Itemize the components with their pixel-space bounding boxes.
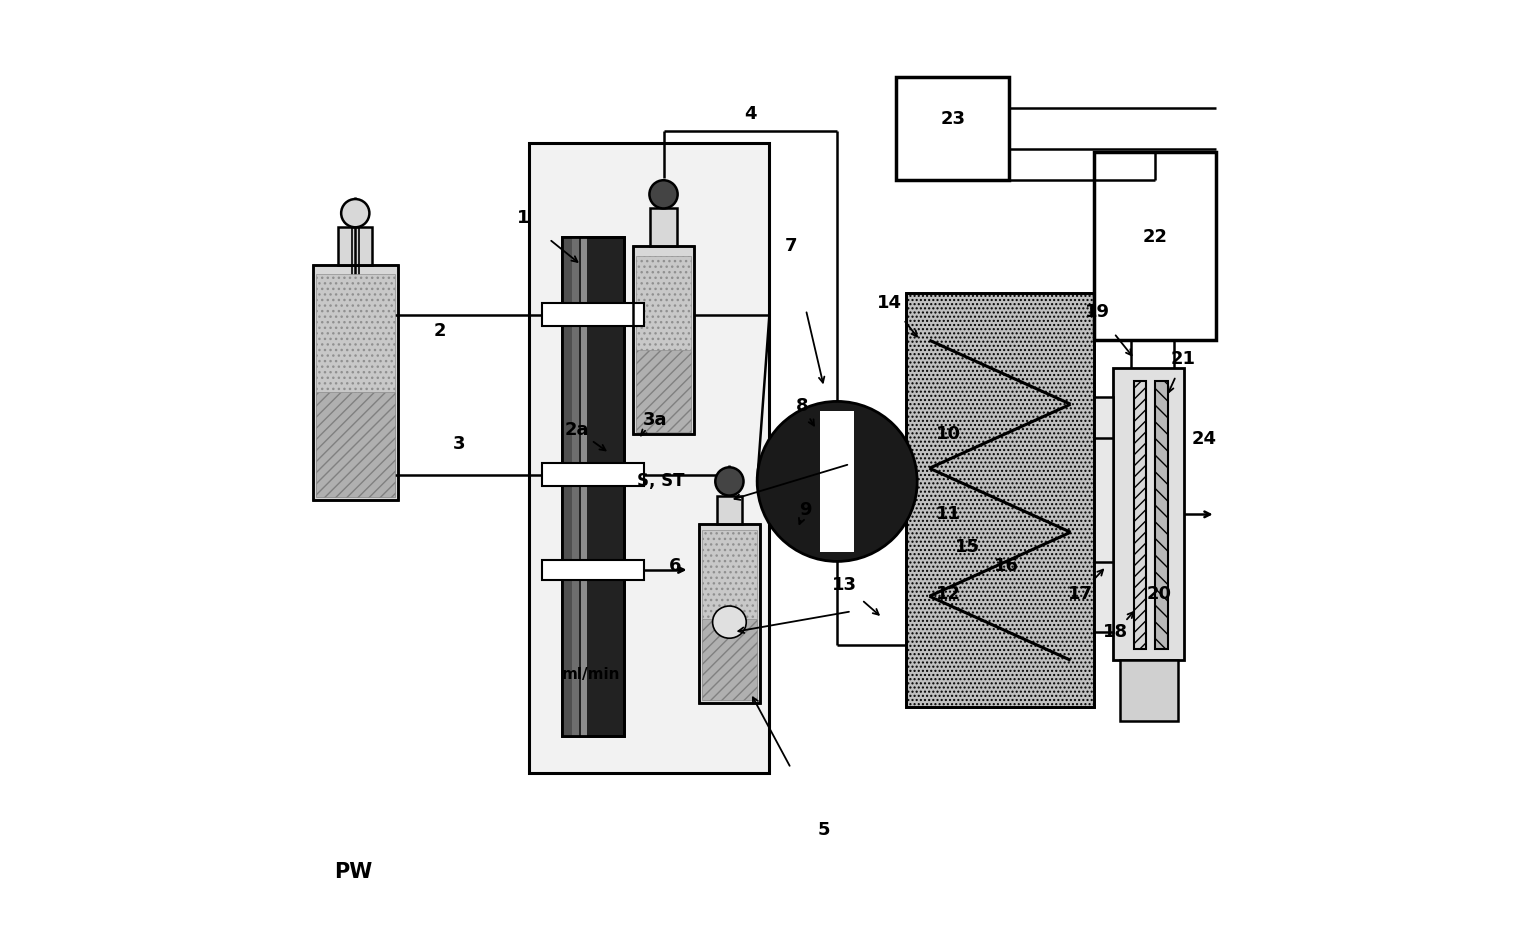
Bar [702,530,757,619]
Text: 24: 24 [1192,430,1216,448]
Bar [699,524,760,702]
Bar [717,496,742,524]
Bar [339,228,372,265]
Circle shape [340,199,369,228]
Bar [572,237,579,735]
Text: 6: 6 [669,557,681,575]
Bar [635,346,692,431]
Text: 10: 10 [936,426,961,444]
Bar [1113,368,1184,660]
Bar [906,294,1094,707]
Text: 9: 9 [800,500,812,518]
Bar [632,246,695,434]
Text: 14: 14 [877,294,903,312]
Bar [1094,396,1113,632]
Text: 15: 15 [955,538,979,556]
Text: 16: 16 [994,557,1018,575]
Bar [635,256,692,349]
Text: 13: 13 [833,576,857,594]
Bar [906,294,1094,707]
Bar [562,237,623,735]
Bar [702,619,757,700]
Bar [897,76,1009,180]
Bar [316,274,395,392]
Bar [1094,152,1216,340]
Bar [529,143,769,773]
Bar [562,237,572,735]
Bar [632,246,695,434]
Text: 23: 23 [941,110,965,128]
Text: 17: 17 [1067,585,1093,603]
Bar [1134,380,1146,649]
Bar [541,560,644,581]
Ellipse shape [713,606,746,638]
Text: 11: 11 [936,505,961,523]
Bar [821,411,854,552]
Text: 19: 19 [1084,303,1110,321]
Text: 12: 12 [936,585,961,603]
Bar [316,392,395,497]
Bar [1155,380,1167,649]
Bar [581,237,587,735]
Text: 3a: 3a [643,412,667,430]
Circle shape [716,467,743,496]
Circle shape [757,401,917,562]
Bar [541,463,644,486]
Text: 1: 1 [517,209,529,227]
Text: 18: 18 [1104,623,1128,641]
Text: 4: 4 [745,106,757,124]
Text: ml/min: ml/min [561,666,620,682]
Bar [313,265,398,500]
Text: 20: 20 [1146,585,1172,603]
Circle shape [649,180,678,209]
Text: 2: 2 [433,322,447,340]
Bar [313,265,398,500]
Bar [699,524,760,702]
Text: PW: PW [334,862,372,882]
Bar [1120,660,1178,721]
Bar [562,237,623,735]
Text: 3: 3 [453,435,465,453]
Text: 2a: 2a [564,421,588,439]
Text: 5: 5 [818,820,830,838]
Bar [541,303,644,326]
Text: 7: 7 [784,237,798,255]
Text: S, ST: S, ST [637,472,686,491]
Text: 22: 22 [1143,228,1167,245]
Text: 21: 21 [1170,350,1196,368]
Bar [649,209,678,246]
Text: 8: 8 [796,397,809,415]
